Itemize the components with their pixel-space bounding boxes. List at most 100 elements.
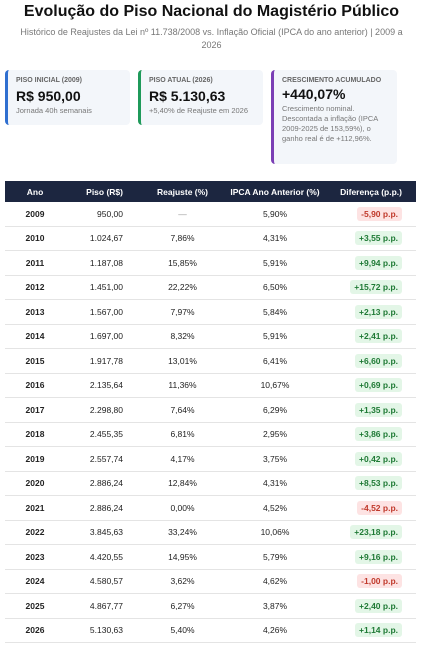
- table-cell: +0,42 p.p.: [330, 446, 416, 472]
- column-header: IPCA Ano Anterior (%): [220, 181, 330, 202]
- table-row: 2019 2.557,74 4,17% 3,75% +0,42 p.p.: [5, 446, 416, 472]
- table-cell: 2016: [5, 373, 65, 398]
- diff-badge: +1,35 p.p.: [355, 402, 402, 417]
- table-cell: 14,95%: [145, 544, 220, 570]
- diff-badge: +2,13 p.p.: [355, 304, 402, 319]
- table-row: 2021 2.886,24 0,00% 4,52% -4,52 p.p.: [5, 495, 416, 521]
- diff-badge: +6,60 p.p.: [355, 353, 402, 368]
- table-cell: 4,62%: [220, 569, 330, 594]
- table-cell: 4.420,55: [65, 544, 145, 570]
- table-cell: +2,41 p.p.: [330, 324, 416, 349]
- table-cell: 8,32%: [145, 324, 220, 349]
- table-cell: 5,79%: [220, 544, 330, 570]
- table-cell: 4,17%: [145, 446, 220, 472]
- table-cell: 2.886,24: [65, 495, 145, 521]
- table-cell: 6,27%: [145, 593, 220, 619]
- table-cell: -4,52 p.p.: [330, 495, 416, 521]
- card: Piso Atual (2026) R$ 5.130,63 +5,40% de …: [138, 70, 263, 125]
- table-row: 2020 2.886,24 12,84% 4,31% +8,53 p.p.: [5, 471, 416, 496]
- table-cell: 0,00%: [145, 495, 220, 521]
- table-cell: 3,75%: [220, 446, 330, 472]
- table-row: 2009 950,00—5,90% -5,90 p.p.: [5, 202, 416, 227]
- table-cell: +3,55 p.p.: [330, 226, 416, 251]
- table-cell: 7,86%: [145, 226, 220, 251]
- data-table: Ano Piso (R$) Reajuste (%) IPCA Ano Anterio…: [5, 181, 416, 643]
- table-cell: 7,97%: [145, 299, 220, 325]
- table-cell: 2020: [5, 471, 65, 496]
- diff-badge: +0,69 p.p.: [355, 378, 402, 393]
- diff-badge: +3,55 p.p.: [355, 231, 402, 246]
- table-cell: 2015: [5, 348, 65, 374]
- table-cell: 5,40%: [145, 618, 220, 643]
- table-cell: 10,67%: [220, 373, 330, 398]
- table-cell: 2018: [5, 422, 65, 447]
- table-cell: 5.130,63: [65, 618, 145, 643]
- table-cell: 2.298,80: [65, 397, 145, 423]
- table-cell: 2,95%: [220, 422, 330, 447]
- table-cell: 1.697,00: [65, 324, 145, 349]
- table-cell: 4,31%: [220, 226, 330, 251]
- diff-badge: +9,94 p.p.: [355, 255, 402, 270]
- table-cell: 2026: [5, 618, 65, 643]
- table-cell: 2025: [5, 593, 65, 619]
- diff-badge: -5,90 p.p.: [357, 206, 402, 221]
- table-cell: 2011: [5, 250, 65, 276]
- table-row: 2024 4.580,57 3,62% 4,62% -1,00 p.p.: [5, 569, 416, 594]
- table-cell: 2.557,74: [65, 446, 145, 472]
- card-note: +5,40% de Reajuste em 2026: [149, 106, 249, 115]
- title: Evolução do Piso Nacional do Magistério …: [23, 3, 400, 20]
- table-cell: 3,87%: [220, 593, 330, 619]
- table-cell: +9,16 p.p.: [330, 544, 416, 570]
- table-cell: 1.024,67: [65, 226, 145, 251]
- table-cell: +6,60 p.p.: [330, 348, 416, 374]
- table-cell: 33,24%: [145, 520, 220, 545]
- table-cell: 2010: [5, 226, 65, 251]
- diff-badge: +8,53 p.p.: [355, 476, 402, 491]
- table-cell: 2022: [5, 520, 65, 545]
- card-label: Piso Inicial (2009): [16, 77, 83, 84]
- subtitle: Histórico de Reajustes da Lei nº 11.738/…: [20, 27, 403, 50]
- card-label: Piso Atual (2026): [149, 77, 213, 84]
- table-cell: +8,53 p.p.: [330, 471, 416, 496]
- diff-badge: +3,86 p.p.: [355, 427, 402, 442]
- table-cell: 2023: [5, 544, 65, 570]
- table-cell: 6,50%: [220, 275, 330, 300]
- table-cell: -5,90 p.p.: [330, 202, 416, 227]
- table-cell: 4.580,57: [65, 569, 145, 594]
- table-cell: 5,91%: [220, 250, 330, 276]
- diff-badge: +0,42 p.p.: [355, 451, 402, 466]
- table-cell: 4.867,77: [65, 593, 145, 619]
- table-cell: 2014: [5, 324, 65, 349]
- table-row: 2011 1.187,08 15,85% 5,91% +9,94 p.p.: [5, 250, 416, 276]
- table-cell: 4,52%: [220, 495, 330, 521]
- table-cell: 5,90%: [220, 202, 330, 227]
- table-cell: 3,62%: [145, 569, 220, 594]
- card-value: R$ 950,00: [16, 88, 81, 104]
- table-row: 2017 2.298,80 7,64% 6,29% +1,35 p.p.: [5, 397, 416, 423]
- diff-badge: +9,16 p.p.: [355, 549, 402, 564]
- diff-badge: +23,18 p.p.: [350, 525, 402, 540]
- diff-badge: +2,40 p.p.: [355, 598, 402, 613]
- table-cell: 4,26%: [220, 618, 330, 643]
- table-cell: 6,81%: [145, 422, 220, 447]
- diff-badge: +2,41 p.p.: [355, 329, 402, 344]
- diff-badge: -4,52 p.p.: [357, 500, 402, 515]
- table-cell: 6,29%: [220, 397, 330, 423]
- table-row: 2023 4.420,55 14,95% 5,79% +9,16 p.p.: [5, 544, 416, 570]
- column-header: Diferença (p.p.): [330, 181, 416, 202]
- table-cell: +0,69 p.p.: [330, 373, 416, 398]
- table-cell: 7,64%: [145, 397, 220, 423]
- table-row: 2015 1.917,78 13,01% 6,41% +6,60 p.p.: [5, 348, 416, 374]
- table-cell: +3,86 p.p.: [330, 422, 416, 447]
- table-cell: 2017: [5, 397, 65, 423]
- table-cell: 2013: [5, 299, 65, 325]
- table-cell: 12,84%: [145, 471, 220, 496]
- table-row: 2010 1.024,67 7,86% 4,31% +3,55 p.p.: [5, 226, 416, 251]
- table-cell: 10,06%: [220, 520, 330, 545]
- card-note: Crescimento nominal. Descontada a inflaç…: [282, 104, 378, 143]
- table-cell: 2009: [5, 202, 65, 227]
- table-cell: -1,00 p.p.: [330, 569, 416, 594]
- table-cell: +2,40 p.p.: [330, 593, 416, 619]
- table-cell: 22,22%: [145, 275, 220, 300]
